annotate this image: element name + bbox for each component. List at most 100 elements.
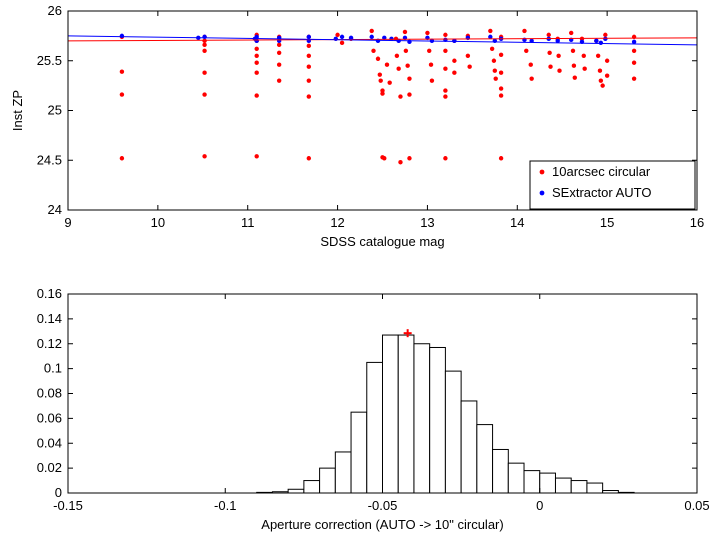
data-point	[335, 32, 340, 38]
data-point	[571, 63, 577, 68]
fit-line-circular	[67, 37, 698, 42]
y-tick-label: 0.06	[37, 410, 62, 425]
histogram-bar	[382, 334, 399, 494]
data-point	[378, 78, 383, 83]
data-point	[333, 36, 338, 42]
data-point	[498, 52, 504, 57]
data-point	[405, 63, 410, 68]
data-point	[306, 78, 312, 83]
x-tick-label: 16	[690, 215, 704, 230]
histogram-bar	[554, 477, 572, 494]
data-point	[202, 34, 207, 40]
plot-frame	[67, 10, 698, 211]
histogram-bar	[586, 482, 604, 494]
data-point	[306, 64, 312, 69]
data-point	[306, 34, 312, 40]
series-circular-points	[119, 28, 637, 167]
data-point	[119, 156, 125, 161]
data-point	[631, 60, 637, 65]
data-point	[398, 94, 403, 99]
data-point	[465, 53, 471, 58]
data-point	[394, 53, 400, 58]
data-point	[369, 34, 374, 40]
data-point	[443, 88, 448, 93]
histogram-bar	[350, 411, 368, 494]
y-tick-label: 0.14	[37, 311, 62, 326]
histogram-bar	[460, 400, 478, 494]
data-point	[384, 62, 390, 67]
data-point	[306, 43, 312, 49]
data-point	[547, 50, 552, 55]
y-tick-label: 24	[48, 202, 62, 217]
histogram-bar	[492, 448, 509, 494]
data-point	[529, 38, 534, 44]
data-point	[631, 48, 637, 53]
x-tick-label: 13	[420, 215, 434, 230]
y-tick-label: 0.16	[37, 286, 62, 301]
data-point	[603, 36, 608, 42]
x-tick-label: 10	[151, 215, 165, 230]
data-point	[582, 66, 587, 71]
data-point	[443, 156, 448, 161]
data-point	[493, 76, 498, 81]
x-tick-label: 9	[64, 215, 71, 230]
data-point	[529, 76, 534, 81]
data-point	[398, 160, 403, 165]
y-tick-label: 25	[48, 103, 62, 118]
plot-frame	[67, 293, 698, 494]
data-point	[119, 33, 125, 39]
peak-marker	[403, 329, 412, 338]
data-point	[202, 154, 207, 159]
data-point	[429, 78, 435, 83]
data-point	[443, 48, 448, 53]
legend: 10arcsec circular SExtractor AUTO	[529, 160, 696, 210]
data-point	[546, 32, 551, 38]
data-point	[467, 64, 472, 69]
y-tick-label: 0.04	[37, 435, 62, 450]
legend-marker	[539, 169, 545, 175]
data-point	[382, 156, 387, 161]
histogram-bar	[539, 472, 556, 494]
data-point	[631, 39, 637, 45]
data-point	[407, 156, 412, 161]
data-point	[369, 28, 374, 34]
data-point	[428, 62, 434, 67]
data-point	[631, 76, 637, 81]
y-tick-label: 24.5	[37, 152, 62, 167]
x-tick-label: 0	[536, 498, 543, 513]
legend-box	[529, 160, 696, 210]
data-point	[594, 38, 599, 44]
data-point	[425, 30, 430, 36]
data-point	[570, 48, 576, 53]
data-point	[407, 92, 412, 97]
data-point	[452, 58, 457, 63]
y-tick-label: 0	[55, 485, 62, 500]
x-tick-label: 14	[510, 215, 524, 230]
histogram-bar	[319, 467, 336, 494]
y-tick-label: 26	[48, 3, 62, 18]
data-point	[387, 80, 392, 85]
data-point	[396, 66, 401, 71]
histogram-bar	[397, 334, 415, 494]
data-point	[276, 42, 282, 48]
histogram-bar	[366, 361, 383, 494]
x-tick-label: 11	[241, 215, 255, 230]
data-point	[604, 58, 610, 63]
data-point	[348, 35, 354, 41]
y-tick-label: 0.1	[44, 361, 62, 376]
data-point	[498, 70, 504, 75]
data-point	[202, 38, 207, 44]
data-point	[339, 34, 345, 40]
y-tick-label: 25.5	[37, 53, 62, 68]
data-point	[276, 78, 282, 83]
data-point	[488, 28, 493, 34]
histogram-bar	[444, 370, 462, 494]
data-point	[375, 56, 381, 61]
data-point	[498, 93, 504, 98]
legend-marker	[539, 190, 545, 196]
data-point	[254, 38, 259, 44]
data-point	[452, 70, 457, 75]
data-point	[377, 72, 383, 77]
data-point	[254, 53, 259, 58]
